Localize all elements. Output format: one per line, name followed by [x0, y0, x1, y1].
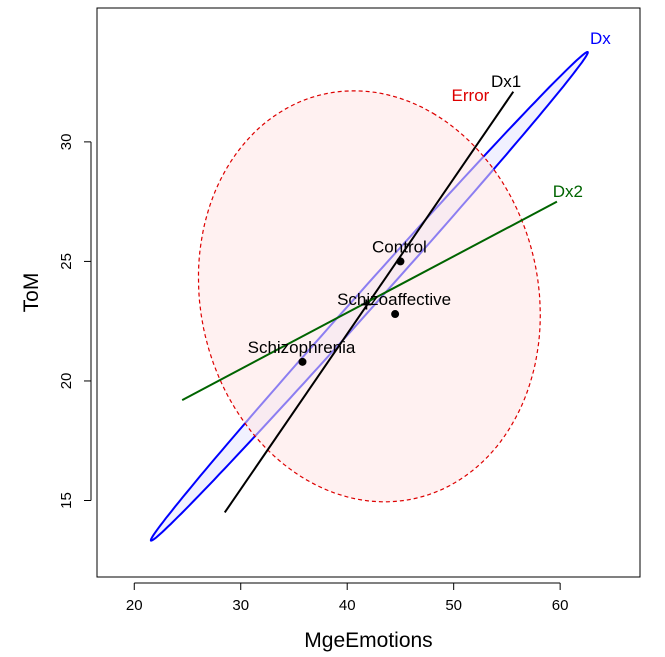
- y-axis-title: ToM: [20, 273, 43, 313]
- line-layer: Dx1 Dx2 Dx Error: [181, 29, 611, 514]
- y-tick-label: 25: [58, 253, 75, 270]
- point-layer: Control Schizoaffective Schizophrenia: [248, 237, 451, 366]
- point-control: [396, 257, 405, 266]
- line-label-dx1: Dx1: [491, 72, 521, 91]
- point-label-control: Control: [372, 237, 427, 256]
- grand-mean-marker: [361, 299, 372, 310]
- plot-box: [96, 7, 641, 578]
- point-schizoaffective: [391, 310, 400, 319]
- x-tick-label: 60: [552, 597, 569, 614]
- line-dx2: [181, 200, 558, 401]
- axis-layer: 20 30 40 50 60 15 20 25 30: [58, 134, 568, 614]
- ellipse-label-error: Error: [452, 86, 490, 105]
- point-label-schizoaffective: Schizoaffective: [337, 290, 451, 309]
- x-tick-label: 50: [445, 597, 462, 614]
- ellipse-error: [197, 90, 541, 503]
- x-tick-label: 20: [126, 597, 143, 614]
- ellipse-label-dx: Dx: [590, 29, 611, 48]
- x-tick-label: 30: [232, 597, 249, 614]
- line-label-dx2: Dx2: [553, 182, 583, 201]
- y-tick-label: 15: [58, 492, 75, 509]
- point-schizophrenia: [298, 357, 307, 366]
- point-label-schizophrenia: Schizophrenia: [248, 338, 356, 357]
- y-tick-label: 20: [58, 373, 75, 390]
- x-tick-label: 40: [339, 597, 356, 614]
- y-tick-label: 30: [58, 134, 75, 151]
- x-axis-title: MgeEmotions: [304, 629, 432, 652]
- ellipse-layer: [149, 51, 589, 542]
